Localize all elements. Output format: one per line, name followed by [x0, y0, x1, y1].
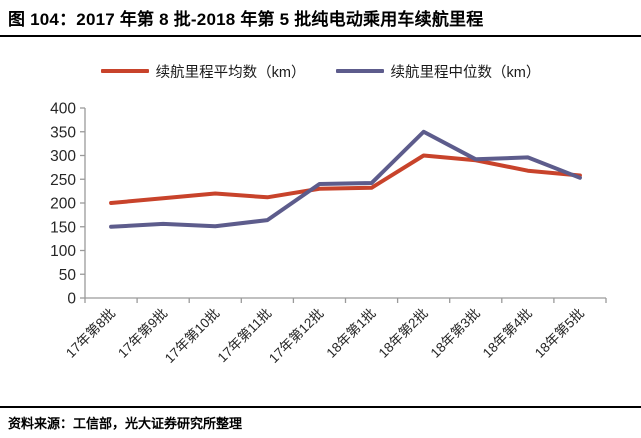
axes — [80, 107, 607, 303]
y-tick-label: 50 — [59, 267, 77, 284]
legend-item-median: 续航里程中位数（km） — [335, 61, 541, 82]
y-tick-label: 0 — [67, 291, 76, 308]
legend-label-median: 续航里程中位数（km） — [390, 64, 541, 81]
y-tick-label: 300 — [50, 148, 76, 165]
x-tick-label: 18年第5批 — [531, 305, 587, 361]
y-tick-label: 400 — [50, 101, 76, 118]
y-axis-tick-labels: 0 50 100 150 200 250 300 350 400 — [50, 101, 76, 308]
x-tick-label: 18年第4批 — [479, 305, 535, 361]
source-note: 资料来源：工信部，光大证券研究所整理 — [8, 416, 243, 431]
average-line-swatch-icon — [100, 69, 149, 73]
x-axis-tick-labels: 17年第8批17年第9批17年第10批17年第11批17年第12批18年第1批1… — [62, 305, 587, 366]
chart-legend: 续航里程平均数（km） 续航里程中位数（km） — [0, 58, 641, 84]
x-tick-label: 18年第2批 — [375, 305, 431, 361]
y-tick-label: 100 — [50, 243, 76, 260]
median-line-swatch-icon — [335, 69, 384, 73]
legend-item-average: 续航里程平均数（km） — [100, 61, 306, 82]
x-tick-label: 17年第11批 — [214, 305, 274, 365]
y-tick-label: 150 — [50, 219, 76, 236]
y-tick-label: 350 — [50, 124, 76, 141]
x-tick-label: 17年第8批 — [62, 305, 118, 361]
x-tick-label: 17年第9批 — [114, 305, 170, 361]
line-chart-canvas: 05010015020025030035040017年第8批17年第9批17年第… — [50, 101, 607, 366]
x-tick-label: 18年第3批 — [427, 305, 483, 361]
legend-label-average: 续航里程平均数（km） — [155, 64, 306, 81]
figure-title: 图 104：2017 年第 8 批-2018 年第 5 批纯电动乘用车续航里程 — [0, 0, 641, 37]
x-tick-label: 17年第12批 — [265, 305, 326, 366]
series-line-median — [109, 129, 582, 229]
y-tick-label: 200 — [50, 196, 76, 213]
x-tick-label: 18年第1批 — [323, 305, 379, 361]
series-line-average — [109, 153, 582, 205]
y-tick-label: 250 — [50, 172, 76, 189]
source-divider — [0, 406, 641, 408]
x-tick-label: 17年第10批 — [161, 305, 222, 366]
